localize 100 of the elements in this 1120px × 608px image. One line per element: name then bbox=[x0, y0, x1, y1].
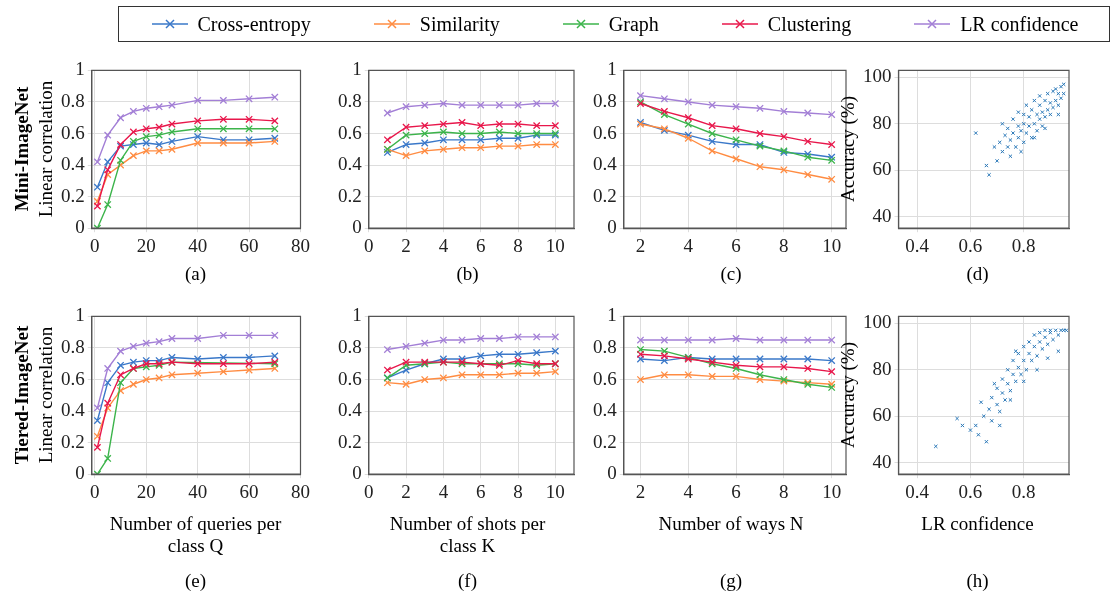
y-tick-label: 0 bbox=[607, 462, 617, 484]
x-tick-label: 0.6 bbox=[958, 480, 983, 502]
x-tick-label: 8 bbox=[779, 480, 789, 502]
text: (c) bbox=[719, 263, 743, 285]
x-tick-label: 10 bbox=[822, 234, 842, 256]
y-tick-label: 0 bbox=[607, 216, 617, 238]
y-tick-label: 1 bbox=[75, 304, 85, 326]
y-tick-label: 0.4 bbox=[61, 153, 86, 175]
y-tick-label: 0.8 bbox=[61, 89, 85, 111]
x-tick-label: 0.8 bbox=[1011, 480, 1036, 502]
text: Tiered-ImageNet bbox=[11, 325, 33, 464]
x-tick-label: 0.6 bbox=[958, 234, 983, 256]
text: (a) bbox=[183, 263, 208, 285]
y-tick-label: 0.6 bbox=[338, 121, 362, 143]
y-tick-label: 0.4 bbox=[61, 399, 86, 421]
x-axis-title: LR confidence bbox=[920, 513, 1035, 535]
y-axis-title: Linear correlation bbox=[35, 80, 57, 217]
y-tick-label: 0.2 bbox=[338, 184, 362, 206]
text: (f) bbox=[457, 570, 478, 592]
x-tick-label: 0 bbox=[90, 480, 100, 502]
y-tick-label: 100 bbox=[863, 65, 892, 87]
x-tick-label: 20 bbox=[136, 480, 156, 502]
x-tick-label: 0 bbox=[90, 234, 100, 256]
x-tick-label: 4 bbox=[438, 480, 449, 502]
y-tick-label: 0 bbox=[352, 216, 362, 238]
text: (h) bbox=[965, 570, 990, 592]
y-tick-label: 60 bbox=[872, 404, 892, 426]
y-tick-label: 1 bbox=[352, 58, 362, 80]
y-tick-label: 0 bbox=[352, 462, 362, 484]
y-tick-label: 1 bbox=[607, 304, 617, 326]
y-tick-label: 80 bbox=[872, 111, 892, 133]
y-tick-label: 0.2 bbox=[61, 430, 85, 452]
y-tick-label: 0.2 bbox=[61, 184, 85, 206]
x-tick-label: 6 bbox=[731, 480, 741, 502]
x-axis-title: Number of queries per class Q bbox=[108, 513, 283, 557]
x-tick-label: 10 bbox=[822, 480, 842, 502]
x-tick-label: 2 bbox=[401, 234, 411, 256]
y-tick-label: 1 bbox=[607, 58, 617, 80]
x-tick-label: 80 bbox=[291, 234, 310, 256]
y-tick-label: 0.8 bbox=[338, 335, 362, 357]
y-tick-label: 0 bbox=[75, 462, 85, 484]
y-tick-label: 0.6 bbox=[61, 367, 85, 389]
x-tick-label: 2 bbox=[401, 480, 411, 502]
y-tick-label: 0.8 bbox=[61, 335, 85, 357]
x-tick-label: 2 bbox=[635, 234, 646, 256]
y-tick-label: 0.6 bbox=[593, 121, 617, 143]
y-tick-label: 0.2 bbox=[338, 430, 362, 452]
legend-label: Cross-entropy bbox=[197, 12, 311, 36]
x-tick-label: 60 bbox=[239, 234, 259, 256]
y-tick-label: 100 bbox=[863, 311, 892, 333]
x-axis-title: Number of shots per class K bbox=[388, 513, 547, 557]
y-tick-label: 0.6 bbox=[338, 367, 362, 389]
x-tick-label: 2 bbox=[635, 480, 646, 502]
y-tick-label: 40 bbox=[872, 204, 892, 226]
x-tick-label: 10 bbox=[545, 234, 565, 256]
x-tick-label: 20 bbox=[136, 234, 156, 256]
text: (g) bbox=[718, 570, 744, 592]
legend-label: Similarity bbox=[419, 12, 500, 36]
x-tick-label: 8 bbox=[779, 234, 789, 256]
y-tick-label: 0.4 bbox=[593, 153, 618, 175]
x-tick-label: 0.4 bbox=[905, 234, 930, 256]
x-tick-label: 60 bbox=[239, 480, 259, 502]
y-axis-title: Accuracy (%) bbox=[837, 341, 859, 448]
text: (d) bbox=[965, 263, 990, 285]
y-tick-label: 80 bbox=[872, 357, 892, 379]
x-tick-label: 0.8 bbox=[1011, 234, 1036, 256]
y-tick-label: 0.4 bbox=[338, 399, 363, 421]
x-tick-label: 10 bbox=[545, 480, 565, 502]
x-tick-label: 6 bbox=[475, 234, 486, 256]
y-axis-title: Linear correlation bbox=[35, 326, 57, 463]
x-tick-label: 0.4 bbox=[905, 480, 930, 502]
y-tick-label: 0.8 bbox=[338, 89, 362, 111]
legend-label: LR confidence bbox=[960, 12, 1079, 36]
y-tick-label: 0.4 bbox=[338, 153, 363, 175]
x-tick-label: 40 bbox=[188, 234, 208, 256]
x-tick-label: 8 bbox=[513, 480, 523, 502]
y-tick-label: 0 bbox=[75, 216, 85, 238]
legend-label: Clustering bbox=[767, 12, 852, 36]
text: Mini-ImageNet bbox=[11, 86, 33, 211]
x-tick-label: 8 bbox=[513, 234, 523, 256]
y-tick-label: 40 bbox=[872, 450, 892, 472]
x-axis-title: Number of ways N bbox=[657, 513, 805, 535]
x-tick-label: 4 bbox=[438, 234, 449, 256]
x-tick-label: 6 bbox=[475, 480, 486, 502]
y-tick-label: 0.8 bbox=[593, 335, 617, 357]
text: (e) bbox=[183, 570, 208, 592]
y-tick-label: 1 bbox=[352, 304, 362, 326]
x-tick-label: 80 bbox=[291, 480, 310, 502]
y-tick-label: 60 bbox=[872, 158, 892, 180]
y-tick-label: 0.2 bbox=[593, 184, 617, 206]
x-tick-label: 4 bbox=[683, 234, 694, 256]
x-tick-label: 4 bbox=[683, 480, 694, 502]
x-tick-label: 6 bbox=[731, 234, 741, 256]
y-tick-label: 1 bbox=[75, 58, 85, 80]
x-tick-label: 40 bbox=[188, 480, 208, 502]
y-tick-label: 0.6 bbox=[593, 367, 617, 389]
text: (b) bbox=[455, 263, 480, 285]
y-tick-label: 0.2 bbox=[593, 430, 617, 452]
y-axis-title: Accuracy (%) bbox=[837, 95, 859, 202]
y-tick-label: 0.8 bbox=[593, 89, 617, 111]
